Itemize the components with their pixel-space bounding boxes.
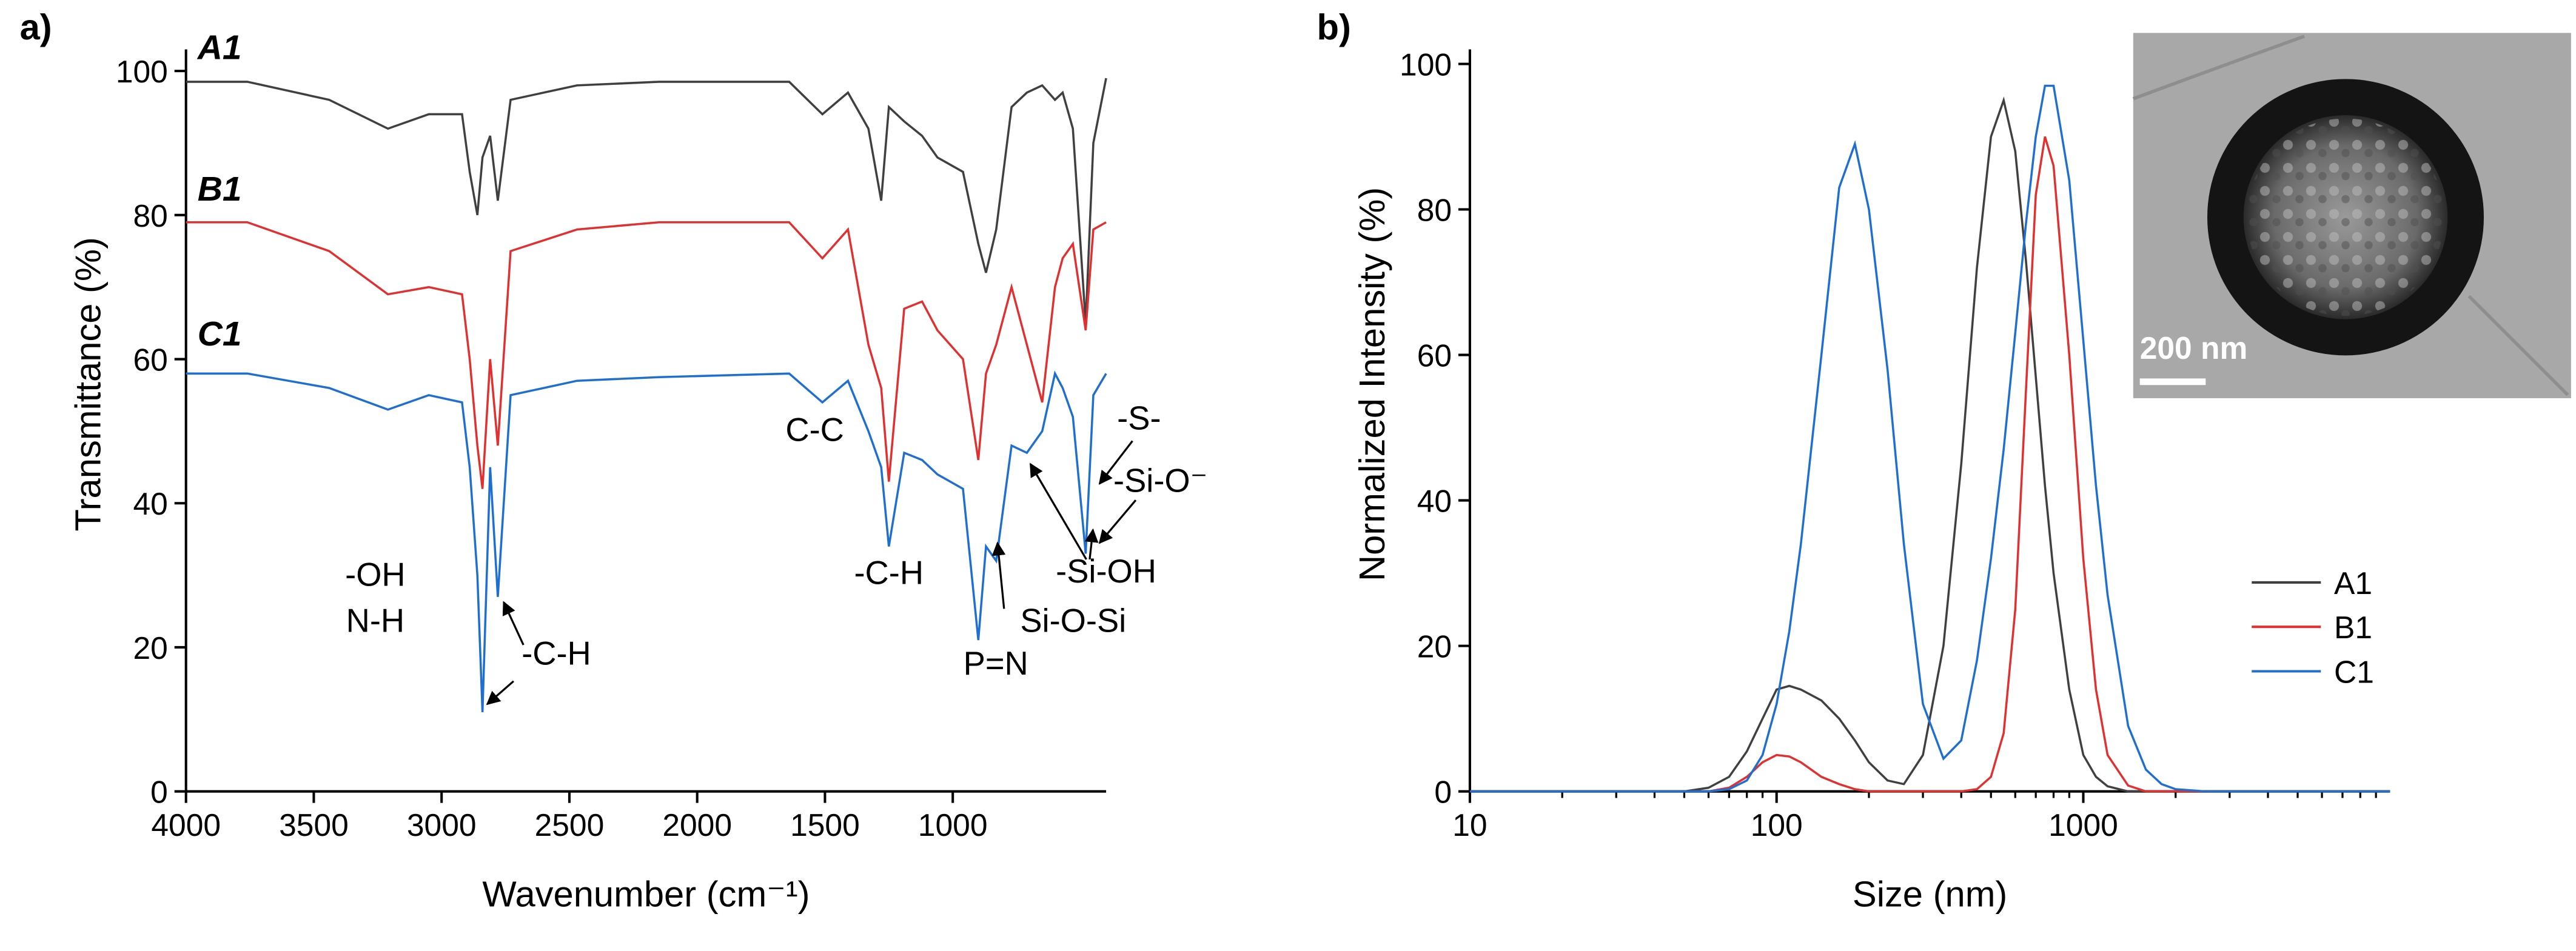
y-tick-label: 80 — [1417, 193, 1452, 228]
y-tick-label: 80 — [133, 198, 168, 233]
y-tick-label: 20 — [1417, 629, 1452, 664]
inset-image — [2132, 33, 2571, 398]
legend-label: A1 — [2334, 566, 2372, 601]
series-label: A1 — [196, 28, 242, 67]
annotation: -S- — [1117, 399, 1161, 436]
x-tick-label: 1000 — [2048, 807, 2118, 843]
y-axis-label: Transmittance (%) — [68, 237, 109, 531]
series-label: B1 — [198, 170, 242, 209]
x-tick-label: 1500 — [790, 807, 860, 843]
y-tick-label: 60 — [133, 342, 168, 378]
annotation: Si-O-Si — [1020, 602, 1126, 639]
y-tick-label: 60 — [1417, 338, 1452, 373]
x-tick-label: 100 — [1751, 807, 1803, 843]
x-tick-label: 4000 — [151, 807, 221, 843]
y-tick-label: 20 — [133, 630, 168, 666]
y-tick-label: 0 — [1434, 775, 1452, 810]
annotation-arrow — [502, 601, 525, 646]
annotation: -C-H — [854, 555, 924, 592]
panel-label: b) — [1317, 7, 1351, 47]
series-label: C1 — [198, 315, 242, 353]
y-axis-label: Normalized Intensity (%) — [1352, 187, 1392, 581]
annotation: C-C — [785, 411, 844, 448]
annotation-arrow — [1029, 462, 1087, 560]
data-line — [1469, 96, 2390, 793]
y-tick-label: 0 — [150, 775, 168, 810]
annotation: -Si-OH — [1056, 553, 1156, 590]
data-line — [1469, 136, 2390, 793]
annotation: -OH — [345, 556, 405, 593]
data-line — [1469, 84, 2390, 793]
y-tick-label: 100 — [1400, 47, 1452, 82]
data-line — [186, 221, 1107, 489]
panel-label: a) — [20, 7, 52, 47]
x-tick-label: 3500 — [279, 807, 349, 843]
y-tick-label: 100 — [116, 54, 168, 89]
annotation: P=N — [964, 645, 1028, 682]
annotation-arrow — [1098, 440, 1133, 485]
annotation-arrow — [1098, 499, 1137, 544]
x-tick-label: 3000 — [407, 807, 477, 843]
legend-label: C1 — [2334, 655, 2374, 690]
annotation-arrow — [486, 680, 514, 706]
annotation-arrow — [991, 541, 1006, 609]
x-tick-label: 2500 — [535, 807, 605, 843]
x-axis-label: Size (nm) — [1853, 874, 2007, 915]
y-tick-label: 40 — [133, 486, 168, 521]
data-line — [186, 78, 1107, 324]
annotation: N-H — [346, 602, 404, 639]
scale-bar-label: 200 nm — [2140, 330, 2248, 365]
annotation: -Si-O⁻ — [1113, 462, 1207, 499]
annotation: -C-H — [522, 635, 591, 672]
x-tick-label: 2000 — [662, 807, 732, 843]
x-tick-label: 1000 — [918, 807, 988, 843]
x-tick-label: 10 — [1452, 807, 1487, 843]
data-line — [186, 370, 1107, 712]
x-axis-label: Wavenumber (cm⁻¹) — [482, 874, 810, 915]
y-tick-label: 40 — [1417, 484, 1452, 519]
legend-label: B1 — [2334, 610, 2372, 645]
annotation-arrow — [1084, 528, 1099, 560]
